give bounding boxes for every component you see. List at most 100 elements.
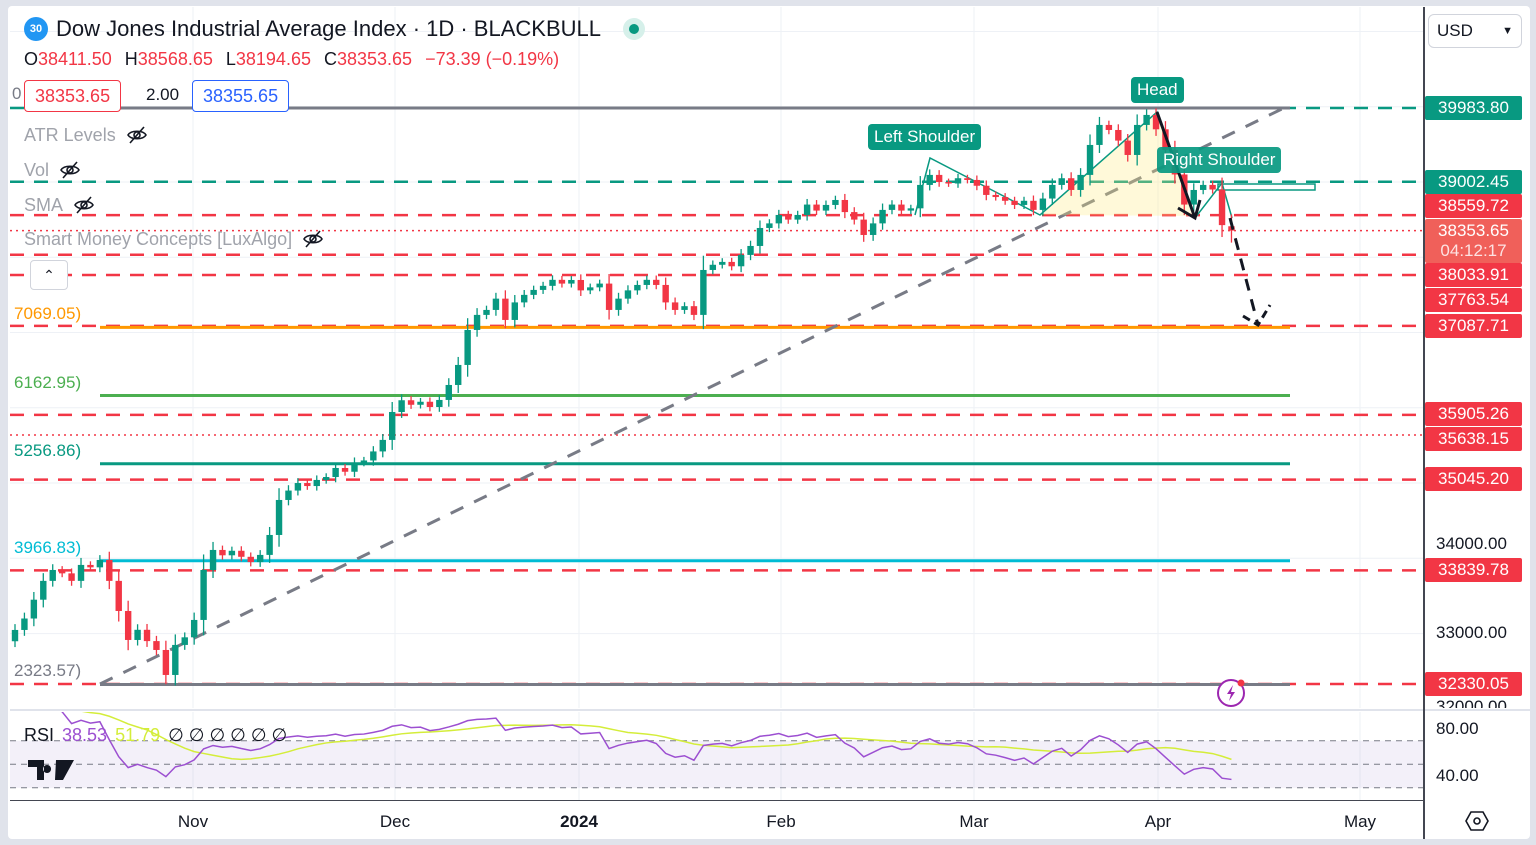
price-tick: 32000.00 <box>1436 697 1507 708</box>
candle-body <box>794 214 801 220</box>
left-shoulder-label[interactable]: Left Shoulder <box>868 124 982 150</box>
currency-select[interactable]: USD ▼ <box>1428 14 1522 48</box>
price-label: 39002.45 <box>1425 170 1522 194</box>
candle-body <box>370 451 377 461</box>
rsi-extra-values: ∅ ∅ ∅ ∅ ∅ ∅ <box>168 725 288 745</box>
sell-button[interactable]: 38353.65 <box>24 80 122 112</box>
candle-body <box>398 400 405 412</box>
candle-body <box>690 306 698 315</box>
indicator-atr-levels[interactable]: ATR Levels <box>24 124 148 146</box>
currency-value: USD <box>1437 21 1473 40</box>
candle-body <box>1143 114 1150 125</box>
candle-body <box>907 208 915 211</box>
candle-body <box>87 564 94 568</box>
settings-icon[interactable] <box>1465 810 1489 832</box>
candle-body <box>879 209 886 224</box>
candle-body <box>785 214 792 220</box>
rsi-tick: 80.00 <box>1436 719 1479 738</box>
rsi-value: 38.53 <box>62 725 108 745</box>
candle-body <box>40 580 47 600</box>
candle-body <box>464 329 471 365</box>
chevron-down-icon: ▼ <box>1502 25 1513 37</box>
candle-body <box>539 285 547 290</box>
candle-body <box>756 227 764 246</box>
collapse-legend-button[interactable]: ⌃ <box>30 260 68 290</box>
candle-body <box>162 649 170 675</box>
candle-body <box>256 554 264 563</box>
price-label: 35638.15 <box>1425 427 1522 451</box>
candle-body <box>1124 140 1131 155</box>
candle-body <box>671 302 679 310</box>
candle-body <box>964 178 971 180</box>
pane-divider[interactable] <box>10 709 1530 711</box>
right-shoulder-label[interactable]: Right Shoulder <box>1157 147 1282 173</box>
candle-body <box>313 479 320 487</box>
price-label: 35045.20 <box>1425 467 1522 491</box>
candle-body <box>558 279 566 284</box>
symbol-title[interactable]: Dow Jones Industrial Average Index · 1D … <box>56 16 601 41</box>
candle-body <box>77 564 85 581</box>
candle-body <box>1067 178 1075 190</box>
candle-body <box>200 569 207 620</box>
indicator-vol[interactable]: Vol <box>24 159 81 181</box>
eye-off-icon[interactable] <box>73 194 95 216</box>
price-label: 38033.91 <box>1425 263 1522 287</box>
lightning-alert-icon[interactable] <box>1216 677 1248 709</box>
high-label: H <box>124 49 138 69</box>
current-price-label: 38353.65 04:12:17 <box>1425 219 1522 263</box>
candle-body <box>737 254 745 267</box>
chevron-up-icon: ⌃ <box>43 266 55 283</box>
candle-body <box>568 279 575 284</box>
candle-body <box>719 261 726 265</box>
candle-body <box>1218 189 1226 226</box>
candle-body <box>860 219 867 235</box>
candle-body <box>775 214 783 224</box>
candle-body <box>1077 174 1084 190</box>
price-label: 37087.71 <box>1425 314 1522 338</box>
candle-body <box>945 181 952 184</box>
candle-body <box>304 483 311 487</box>
fib-level-label: 3966.83) <box>14 537 82 557</box>
rsi-legend[interactable]: RSI 38.53 51.79 ∅ ∅ ∅ ∅ ∅ ∅ <box>24 725 287 746</box>
eye-off-icon[interactable] <box>126 124 148 146</box>
price-label: 32330.05 <box>1425 672 1522 696</box>
ohlc-legend: O38411.50 H38568.65 L38194.65 C38353.65 … <box>24 49 567 70</box>
candle-body <box>181 637 188 645</box>
candle-body <box>1011 200 1018 205</box>
time-tick: Nov <box>177 812 209 831</box>
open-label: O <box>24 49 39 69</box>
candle-body <box>1049 184 1056 199</box>
arrow-head <box>1242 304 1272 328</box>
indicator-smart-money-concepts[interactable]: Smart Money Concepts [LuxAlgo] <box>24 228 324 250</box>
candle-body <box>219 549 226 556</box>
indicator-sma[interactable]: SMA <box>24 194 95 216</box>
candle-body <box>436 399 443 408</box>
candle-body <box>954 178 962 184</box>
candle-body <box>473 314 481 330</box>
candle-body <box>68 573 75 581</box>
candle-body <box>1096 124 1103 145</box>
fib-level-label: 6162.95) <box>14 372 82 392</box>
candle-body <box>983 185 990 195</box>
candle-body <box>1001 197 1009 201</box>
head-label[interactable]: Head <box>1131 77 1184 103</box>
price-label: 33839.78 <box>1425 558 1522 582</box>
candle-body <box>728 261 735 267</box>
candle-body <box>813 204 820 211</box>
candle-body <box>634 284 641 291</box>
buy-button[interactable]: 38355.65 <box>192 80 290 112</box>
candle-body <box>841 199 849 213</box>
eye-off-icon[interactable] <box>59 159 81 181</box>
candle-body <box>681 306 688 310</box>
eye-off-icon[interactable] <box>302 228 324 250</box>
candle-body <box>662 284 669 303</box>
candle-body <box>49 569 56 581</box>
candle-body <box>209 549 217 570</box>
low-label: L <box>225 49 236 69</box>
candle-body <box>275 499 283 535</box>
rsi-pane[interactable] <box>10 712 1423 800</box>
price-pane[interactable] <box>10 7 1423 708</box>
tradingview-logo[interactable] <box>28 758 74 782</box>
candle-body <box>1133 124 1141 155</box>
close-value: 38353.65 <box>336 49 413 69</box>
